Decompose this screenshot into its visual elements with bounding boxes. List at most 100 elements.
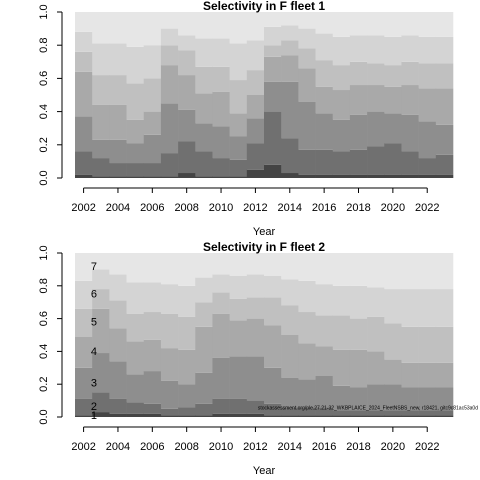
selectivity-segment [229, 253, 248, 276]
selectivity-segment [109, 300, 127, 329]
x-tick-label: 2022 [415, 202, 439, 214]
selectivity-segment [401, 289, 419, 327]
selectivity-segment [143, 282, 162, 313]
selectivity-segment [367, 410, 385, 416]
selectivity-segment [298, 379, 316, 408]
selectivity-segment [401, 85, 419, 115]
selectivity-segment [281, 253, 299, 280]
selectivity-segment [298, 12, 316, 29]
y-tick-label: 0.4 [38, 104, 50, 119]
selectivity-segment [75, 415, 93, 417]
selectivity-segment [384, 113, 402, 144]
selectivity-segment [264, 325, 282, 368]
selectivity-segment [178, 75, 196, 110]
selectivity-segment [126, 313, 145, 342]
selectivity-segment [246, 169, 265, 178]
selectivity-segment [126, 374, 145, 403]
selectivity-segment [195, 403, 213, 416]
selectivity-segment [264, 297, 282, 326]
selectivity-segment [315, 149, 334, 175]
y-tick-label: 1.0 [38, 245, 50, 260]
selectivity-segment [281, 377, 299, 408]
selectivity-segment [435, 88, 454, 125]
selectivity-segment [367, 384, 385, 411]
selectivity-segment [143, 339, 162, 372]
selectivity-segment [212, 12, 230, 39]
x-tick-label: 2018 [346, 202, 370, 214]
selectivity-segment [126, 282, 145, 314]
selectivity-segment [126, 83, 145, 120]
selectivity-segment [264, 12, 282, 27]
selectivity-segment [160, 253, 179, 285]
selectivity-segment [212, 292, 230, 314]
selectivity-segment [195, 253, 213, 278]
selectivity-segment [160, 153, 179, 177]
selectivity-segment [298, 101, 316, 150]
selectivity-segment [435, 36, 454, 64]
selectivity-segment [298, 48, 316, 69]
selectivity-segment [160, 28, 179, 46]
selectivity-segment [384, 323, 402, 360]
selectivity-segment [229, 43, 248, 81]
selectivity-segment [298, 280, 316, 313]
selectivity-segment [92, 353, 110, 393]
selectivity-segment [349, 174, 368, 178]
selectivity-segment [229, 159, 248, 177]
selectivity-segment [281, 81, 299, 139]
selectivity-segment [178, 316, 196, 350]
selectivity-segment [109, 328, 127, 362]
selectivity-segment [92, 308, 110, 354]
selectivity-segment [315, 33, 334, 61]
selectivity-segment [418, 362, 437, 388]
selectivity-segment [178, 50, 196, 76]
selectivity-segment [246, 70, 265, 95]
x-tick-label: 2002 [71, 202, 95, 214]
selectivity-segment [75, 51, 93, 72]
selectivity-segment [229, 80, 248, 114]
selectivity-segment [212, 176, 230, 178]
selectivity-segment [178, 141, 196, 174]
selectivity-segment [195, 302, 213, 327]
selectivity-segment [435, 12, 454, 37]
selectivity-segment [332, 349, 351, 386]
selectivity-segment [229, 356, 248, 399]
selectivity-segment [246, 356, 265, 401]
selectivity-segment [401, 253, 419, 290]
selectivity-segment [281, 25, 299, 41]
selectivity-segment [315, 113, 334, 150]
selectivity-segment [246, 118, 265, 144]
selectivity-segment [195, 12, 213, 39]
series-label: 4 [91, 346, 97, 358]
selectivity-segment [281, 279, 299, 306]
chart-title: Selectivity in F fleet 2 [203, 240, 325, 254]
selectivity-segment [367, 35, 385, 64]
selectivity-segment [401, 61, 419, 86]
selectivity-segment [384, 143, 402, 175]
y-tick-label: 0.6 [38, 71, 50, 86]
selectivity-segment [401, 362, 419, 388]
selectivity-segment [178, 109, 196, 142]
selectivity-segment [349, 149, 368, 175]
selectivity-segment [418, 158, 437, 175]
selectivity-segment [229, 12, 248, 44]
selectivity-segment [75, 116, 93, 152]
selectivity-segment [401, 12, 419, 36]
selectivity-segment [401, 114, 419, 152]
x-tick-label: 2008 [174, 202, 198, 214]
selectivity-segment [160, 12, 179, 29]
selectivity-segment [246, 400, 265, 414]
selectivity-segment [435, 154, 454, 175]
selectivity-segment [75, 12, 93, 32]
selectivity-segment [109, 163, 127, 177]
selectivity-segment [264, 45, 282, 57]
x-tick-label: 2020 [381, 441, 405, 453]
selectivity-segment [401, 415, 419, 417]
selectivity-segment [418, 88, 437, 122]
selectivity-segment [384, 289, 402, 324]
selectivity-segment [212, 313, 230, 358]
selectivity-segment [298, 253, 316, 281]
selectivity-segment [264, 164, 282, 178]
selectivity-segment [126, 413, 145, 417]
chart-title: Selectivity in F fleet 1 [203, 0, 325, 13]
selectivity-segment [75, 367, 93, 399]
